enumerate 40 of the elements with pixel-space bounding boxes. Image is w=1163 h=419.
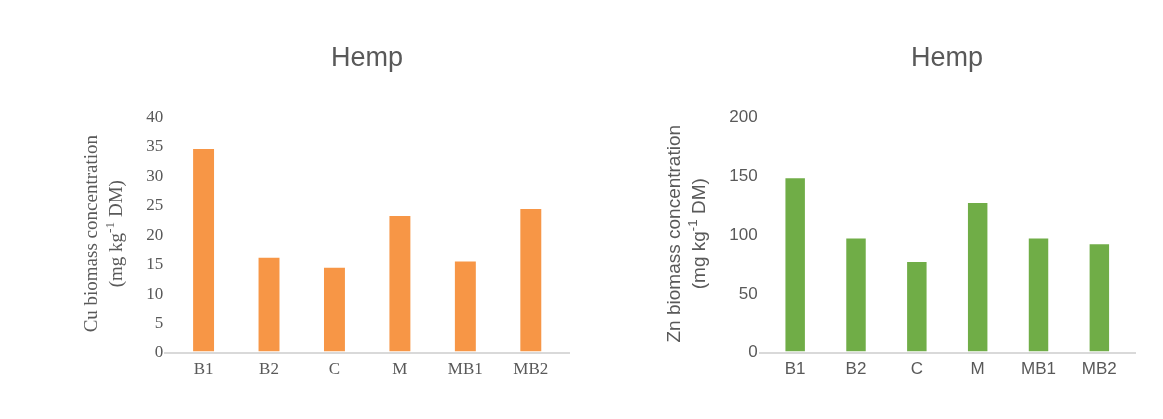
bar (454, 261, 476, 352)
y-tick-label: 30 (146, 165, 164, 185)
y-tick-label: 200 (729, 106, 758, 126)
bar (1028, 238, 1049, 352)
y-tick-label: 50 (738, 283, 758, 303)
bar (258, 257, 280, 352)
x-tick-label: C (910, 358, 923, 378)
x-tick-label: MB2 (1081, 358, 1117, 378)
y-tick-label: 40 (146, 106, 164, 126)
bar (907, 261, 927, 352)
x-tick-label: MB2 (513, 358, 549, 378)
x-tick-label: M (392, 358, 408, 378)
chart-title: Hemp (911, 42, 984, 72)
bar (1089, 244, 1110, 352)
y-tick-label: 0 (154, 342, 164, 362)
y-tick-label: 25 (146, 195, 164, 215)
x-tick-label: B1 (784, 358, 806, 378)
bar (193, 148, 215, 352)
y-tick-label: 20 (146, 224, 164, 244)
y-tick-label: 5 (154, 313, 164, 332)
y-tick-label: 0 (748, 342, 758, 362)
bar (967, 203, 988, 352)
y-tick-label: 100 (729, 224, 758, 244)
bar (389, 216, 411, 352)
x-tick-label: MB1 (447, 358, 483, 378)
x-tick-label: M (970, 358, 985, 378)
x-tick-label: MB1 (1021, 358, 1056, 378)
y-tick-label: 35 (146, 136, 164, 156)
y-tick-label: 15 (146, 254, 164, 274)
y-tick-label: 150 (729, 165, 758, 185)
chart-title: Hemp (331, 42, 404, 72)
y-tick-label: 10 (146, 283, 164, 303)
x-tick-label: B2 (259, 358, 279, 378)
bar (323, 267, 345, 352)
x-tick-label: C (328, 358, 341, 378)
bar (785, 178, 805, 352)
bar (520, 208, 542, 352)
x-tick-label: B2 (845, 358, 867, 378)
bar (846, 238, 866, 352)
x-tick-label: B1 (193, 358, 214, 378)
